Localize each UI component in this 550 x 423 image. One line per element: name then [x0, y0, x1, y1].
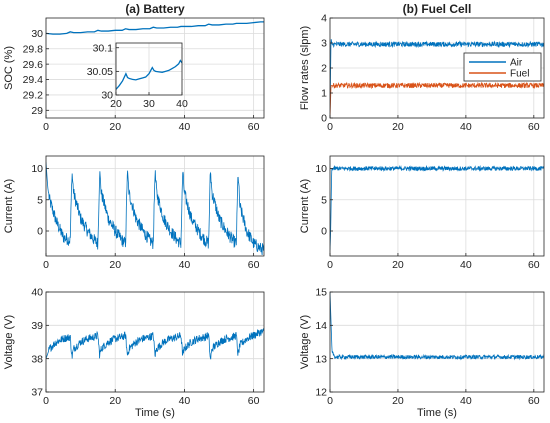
panel-fuelcell-flow: 0 20 40 60 0 1 2 3 4 (b) Fuel Cell Flow rates (slp…: [299, 2, 545, 133]
y-tick-label: 37: [31, 387, 43, 399]
x-tick-label: 20: [109, 121, 121, 133]
legend-entry: Air: [510, 58, 523, 69]
x-tick-label: 60: [528, 395, 540, 407]
x-tick-label: 20: [392, 259, 404, 271]
legend-entry: Fuel: [510, 69, 529, 80]
panel-battery-soc: 0 20 40 60 29 29.2 29.4 29.6 29.8 30 (a) Battery SO…: [3, 2, 265, 133]
plot-area: [330, 156, 544, 256]
y-tick-label: 10: [315, 163, 327, 175]
y-axis-label: Current (A): [299, 179, 311, 233]
x-tick-label: 40: [176, 98, 188, 110]
x-tick-label: 60: [528, 121, 540, 133]
x-tick-label: 20: [109, 259, 121, 271]
chart-title: (b) Fuel Cell: [403, 2, 472, 16]
y-tick-label: 29: [31, 105, 43, 117]
y-tick-label: 2: [321, 63, 327, 75]
y-tick-label: 10: [31, 163, 43, 175]
x-axis-label: Time (s): [417, 407, 457, 419]
y-tick-label: 29.6: [23, 59, 44, 71]
series-line-line0: [46, 327, 264, 360]
y-tick-label: 30.1: [93, 42, 114, 54]
y-tick-label: 30: [31, 28, 43, 40]
x-tick-label: 40: [460, 259, 472, 271]
panel-fuelcell-voltage: 0 20 40 60 12 13 14 15 Voltage (V) Time (s): [299, 287, 545, 419]
y-tick-label: 13: [315, 353, 327, 365]
series-line-line0: [46, 21, 264, 35]
y-tick-label: 29.8: [23, 43, 44, 55]
axes-frame: [329, 155, 545, 257]
y-axis-label: Voltage (V): [3, 315, 15, 369]
series-line-line0: [330, 292, 544, 361]
x-tick-label: 40: [179, 395, 191, 407]
x-tick-label: 0: [43, 395, 49, 407]
x-tick-label: 60: [248, 121, 260, 133]
axes-frame: [45, 291, 265, 393]
y-tick-label: 30.05: [87, 66, 113, 78]
panel-battery-voltage: 0 20 40 60 37 38 39 40 Voltage (V) Time (s): [3, 287, 265, 419]
y-tick-label: 0: [321, 226, 327, 238]
y-tick-label: 3: [321, 38, 327, 50]
y-tick-label: 4: [321, 13, 327, 25]
y-tick-label: 29.2: [23, 90, 44, 102]
x-tick-label: 60: [248, 259, 260, 271]
series-line-fuel: [330, 81, 544, 118]
series-line-line0: [330, 164, 544, 250]
x-tick-label: 20: [392, 121, 404, 133]
y-tick-label: 5: [321, 194, 327, 206]
x-tick-label: 60: [248, 395, 260, 407]
y-tick-label: 5: [37, 194, 43, 206]
x-tick-label: 60: [528, 259, 540, 271]
y-tick-label: 0: [321, 113, 327, 125]
x-tick-label: 20: [392, 395, 404, 407]
y-tick-label: 1: [321, 88, 327, 100]
plot-area: [330, 292, 544, 392]
y-tick-label: 38: [31, 353, 43, 365]
series-line-line0: [116, 59, 182, 90]
axes-frame: [45, 155, 265, 257]
y-tick-label: 12: [315, 387, 327, 399]
x-tick-label: 0: [327, 395, 333, 407]
y-tick-label: 14: [315, 320, 327, 332]
panel-battery-current: 0 20 40 60 0 5 10 Current (A): [3, 155, 265, 271]
y-tick-label: 29.4: [23, 74, 44, 86]
x-tick-label: 40: [179, 259, 191, 271]
x-tick-label: 0: [327, 259, 333, 271]
y-tick-label: 0: [37, 226, 43, 238]
chart-title: (a) Battery: [125, 2, 185, 16]
x-tick-label: 30: [143, 98, 155, 110]
x-tick-label: 20: [109, 395, 121, 407]
y-tick-label: 39: [31, 320, 43, 332]
axes-frame: [329, 291, 545, 393]
legend-box: [463, 52, 542, 82]
x-axis-label: Time (s): [135, 407, 175, 419]
y-axis-label: Voltage (V): [299, 315, 311, 369]
y-tick-label: 40: [31, 287, 43, 299]
x-tick-label: 0: [43, 121, 49, 133]
y-tick-label: 30: [101, 90, 113, 102]
axes-frame: [45, 17, 265, 119]
series-line-air: [330, 39, 544, 118]
x-tick-label: 0: [43, 259, 49, 271]
series-line-line0: [46, 162, 264, 256]
x-tick-label: 40: [179, 121, 191, 133]
x-tick-label: 0: [327, 121, 333, 133]
x-tick-label: 20: [110, 98, 122, 110]
y-tick-label: 15: [315, 287, 327, 299]
panel-fuelcell-current: 0 20 40 60 0 5 10 Current (A): [299, 155, 545, 271]
x-tick-label: 40: [460, 395, 472, 407]
x-tick-label: 40: [460, 121, 472, 133]
y-axis-label: SOC (%): [3, 46, 15, 90]
y-axis-label: Current (A): [3, 179, 15, 233]
y-axis-label: Flow rates (slpm): [299, 26, 311, 110]
